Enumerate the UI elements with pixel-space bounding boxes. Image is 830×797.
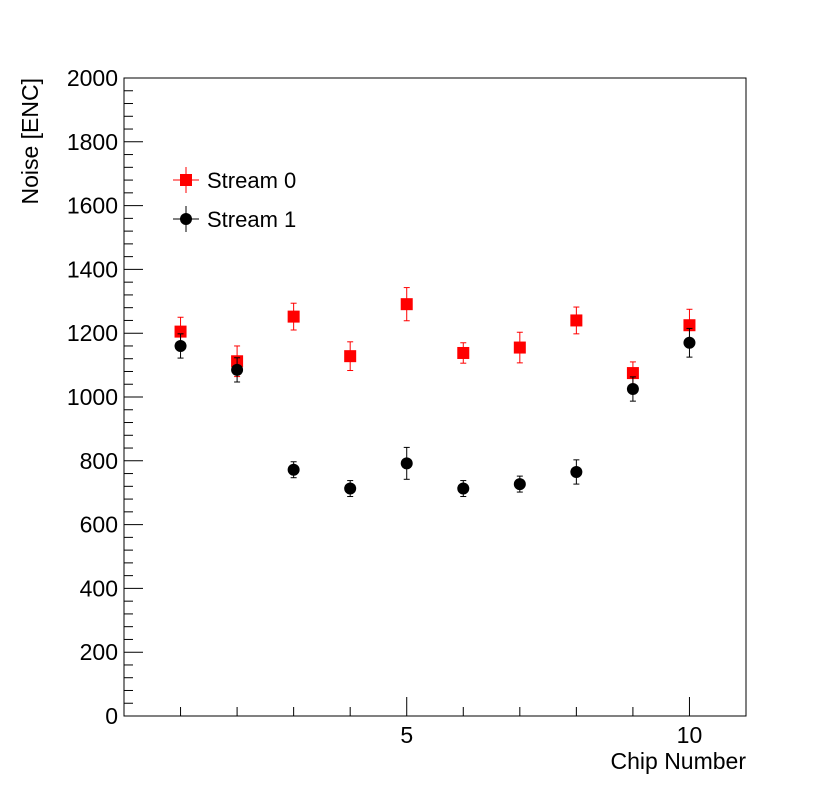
data-point <box>344 482 357 495</box>
data-series <box>174 287 696 498</box>
data-point <box>174 339 187 352</box>
data-point <box>457 346 470 359</box>
x-axis-ticks: 5 10 <box>180 697 703 748</box>
legend-item: Stream 1 <box>173 206 296 232</box>
y-tick-label: 200 <box>80 639 118 665</box>
legend-marker <box>180 174 192 186</box>
legend-marker <box>180 213 192 225</box>
y-tick-label: 1400 <box>67 256 118 282</box>
legend-item: Stream 0 <box>173 167 296 193</box>
data-point <box>287 310 300 323</box>
y-tick-label: 400 <box>80 575 118 601</box>
data-point <box>287 463 300 476</box>
x-tick-label: 5 <box>400 722 413 748</box>
data-point <box>570 465 583 478</box>
series-0 <box>174 287 696 385</box>
y-tick-label: 1800 <box>67 129 118 155</box>
x-axis-title: Chip Number <box>611 748 747 774</box>
y-tick-label: 600 <box>80 512 118 538</box>
y-tick-label: 1200 <box>67 320 118 346</box>
y-tick-label: 1600 <box>67 193 118 219</box>
data-point <box>457 482 470 495</box>
y-tick-label: 0 <box>105 703 118 729</box>
y-axis-ticks: 0 200 400 600 800 1000 1200 1400 1600 1800 2000 <box>67 65 143 729</box>
data-point <box>231 363 244 376</box>
series-1 <box>174 327 696 498</box>
y-tick-label: 1000 <box>67 384 118 410</box>
y-axis-title: Noise [ENC] <box>17 78 43 205</box>
data-point <box>626 383 639 396</box>
data-point <box>344 350 357 363</box>
data-point <box>513 341 526 354</box>
data-point <box>400 457 413 470</box>
x-tick-label: 10 <box>677 722 703 748</box>
y-tick-label: 800 <box>80 448 118 474</box>
data-point <box>570 314 583 327</box>
legend-label: Stream 0 <box>207 168 296 193</box>
data-point <box>400 298 413 311</box>
data-point <box>683 336 696 349</box>
data-point <box>626 367 639 380</box>
data-point <box>513 478 526 491</box>
legend: Stream 0 Stream 1 <box>173 167 296 232</box>
legend-label: Stream 1 <box>207 207 296 232</box>
data-point <box>174 325 187 338</box>
y-tick-label: 2000 <box>67 65 118 91</box>
